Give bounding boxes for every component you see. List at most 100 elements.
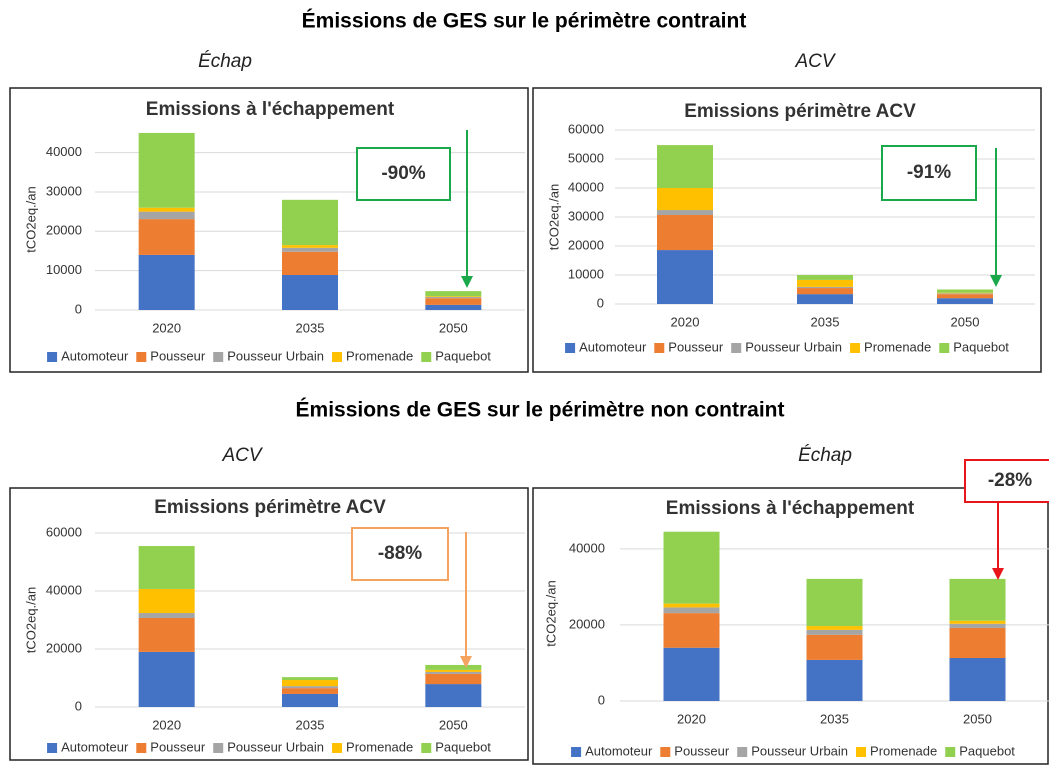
section-title: Émissions de GES sur le périmètre contra… xyxy=(302,10,747,33)
y-tick-label: 0 xyxy=(597,295,604,310)
bar-segment xyxy=(663,647,720,701)
legend-swatch xyxy=(213,743,224,753)
bar-segment xyxy=(138,613,195,618)
legend-swatch xyxy=(856,747,867,757)
bar-segment xyxy=(282,251,338,275)
y-tick-label: 40000 xyxy=(46,144,82,159)
bar-segment xyxy=(806,629,863,635)
annotation-arrowhead xyxy=(460,656,472,668)
bar-segment xyxy=(663,531,720,604)
bar-segment xyxy=(425,291,482,297)
x-tick-label: 2050 xyxy=(439,717,468,732)
y-tick-label: 40000 xyxy=(569,540,605,555)
bar-segment xyxy=(425,664,482,670)
annotation-box xyxy=(351,527,449,581)
panel xyxy=(532,87,1042,373)
legend-swatch xyxy=(654,343,665,353)
bar-segment xyxy=(138,588,195,614)
chart-title: Emissions à l'échappement xyxy=(666,498,915,519)
section-title: Émissions de GES sur le périmètre non co… xyxy=(296,399,785,422)
legend-label: Automoteur xyxy=(61,739,129,754)
bar-segment xyxy=(797,294,853,304)
y-tick-label: 30000 xyxy=(46,183,82,198)
bar-segment xyxy=(425,298,482,305)
chart-title: Emissions périmètre ACV xyxy=(684,101,916,122)
bar-segment xyxy=(138,254,195,310)
bar-segment xyxy=(937,294,993,299)
legend-label: Pousseur xyxy=(150,739,206,754)
bar-segment xyxy=(797,286,853,289)
y-axis-label: tCO2eq./an xyxy=(23,587,38,654)
x-tick-label: 2020 xyxy=(152,320,181,335)
bar-segment xyxy=(425,296,482,298)
bar-segment xyxy=(797,275,853,280)
legend-label: Automoteur xyxy=(585,743,653,758)
bar-segment xyxy=(282,199,338,246)
legend-label: Pousseur Urbain xyxy=(745,339,842,354)
legend-label: Pousseur xyxy=(668,339,724,354)
y-tick-label: 20000 xyxy=(568,237,604,252)
legend-label: Paquebot xyxy=(435,348,491,363)
legend-swatch xyxy=(565,343,576,353)
legend-swatch xyxy=(332,352,343,362)
x-tick-label: 2020 xyxy=(671,314,700,329)
annotation-box xyxy=(964,459,1049,503)
bar-segment xyxy=(282,686,338,689)
bar-segment xyxy=(797,288,853,295)
y-tick-label: 50000 xyxy=(568,150,604,165)
annotation-box xyxy=(356,147,451,201)
bar-segment xyxy=(138,219,195,255)
panel-label: ACV xyxy=(221,445,263,466)
bar-segment xyxy=(425,673,482,685)
annotation-text: -90% xyxy=(381,163,425,184)
bar-segment xyxy=(657,250,713,304)
legend-swatch xyxy=(47,352,58,362)
y-tick-label: 60000 xyxy=(46,524,82,539)
bar-segment xyxy=(949,623,1006,628)
legend-label: Pousseur Urbain xyxy=(751,743,848,758)
bar-segment xyxy=(138,207,195,212)
bar-segment xyxy=(806,626,863,630)
legend-swatch xyxy=(136,352,147,362)
legend-label: Promenade xyxy=(346,348,413,363)
x-tick-label: 2050 xyxy=(963,711,992,726)
y-axis-label: tCO2eq./an xyxy=(23,186,38,253)
bar-segment xyxy=(949,658,1006,701)
legend-label: Automoteur xyxy=(579,339,647,354)
legend-swatch xyxy=(136,743,147,753)
chart-title: Emissions à l'échappement xyxy=(146,99,395,120)
bar-segment xyxy=(425,669,482,672)
bar-segment xyxy=(937,298,993,304)
legend-swatch xyxy=(332,743,343,753)
bar-segment xyxy=(949,578,1006,621)
panel-label: ACV xyxy=(794,51,836,72)
bar-segment xyxy=(949,620,1006,624)
bar-segment xyxy=(806,659,863,701)
x-tick-label: 2020 xyxy=(677,711,706,726)
y-tick-label: 0 xyxy=(75,698,82,713)
bar-segment xyxy=(138,651,195,707)
bar-segment xyxy=(138,546,195,589)
panel xyxy=(9,87,529,373)
legend-swatch xyxy=(731,343,742,353)
bar-segment xyxy=(425,684,482,707)
panel-label: Échap xyxy=(798,445,852,466)
annotation-arrowhead xyxy=(461,276,473,288)
legend-label: Paquebot xyxy=(953,339,1009,354)
bar-segment xyxy=(282,680,338,687)
legend-swatch xyxy=(850,343,861,353)
legend-swatch xyxy=(421,352,432,362)
legend-label: Promenade xyxy=(864,339,931,354)
legend-label: Promenade xyxy=(870,743,937,758)
y-tick-label: 60000 xyxy=(568,121,604,136)
bar-segment xyxy=(657,188,713,211)
y-tick-label: 20000 xyxy=(46,640,82,655)
bar-segment xyxy=(663,607,720,614)
legend-swatch xyxy=(737,747,748,757)
x-tick-label: 2035 xyxy=(820,711,849,726)
bar-segment xyxy=(282,693,338,707)
bar-segment xyxy=(425,304,482,310)
legend-label: Promenade xyxy=(346,739,413,754)
x-tick-label: 2050 xyxy=(951,314,980,329)
legend-swatch xyxy=(945,747,956,757)
